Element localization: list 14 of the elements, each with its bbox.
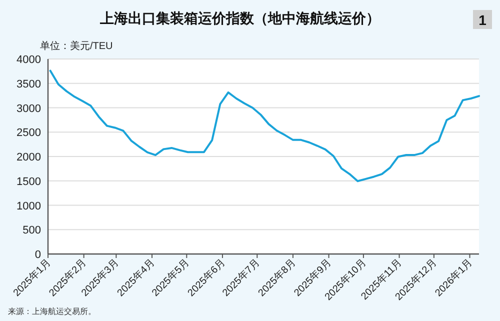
chart-title: 上海出口集装箱运价指数（地中海航线运价）: [99, 10, 380, 26]
y-tick-label: 1500: [16, 176, 41, 188]
line-series: [49, 70, 480, 182]
y-tick-label: 500: [22, 224, 41, 237]
y-tick-label: 2000: [16, 152, 41, 164]
y-tick-label: 3000: [16, 102, 41, 115]
source-note: 来源：上海航运交易所。: [8, 307, 96, 316]
text: 1: [478, 12, 487, 28]
y-axis-title: 单位：美元/TEU: [40, 40, 113, 52]
y-tick-label: 0: [34, 249, 41, 261]
y-tick-label: 1000: [16, 200, 41, 212]
y-tick-label: 2500: [16, 127, 41, 140]
y-tick-label: 3500: [16, 78, 41, 90]
y-tick-label: 4000: [16, 54, 41, 66]
